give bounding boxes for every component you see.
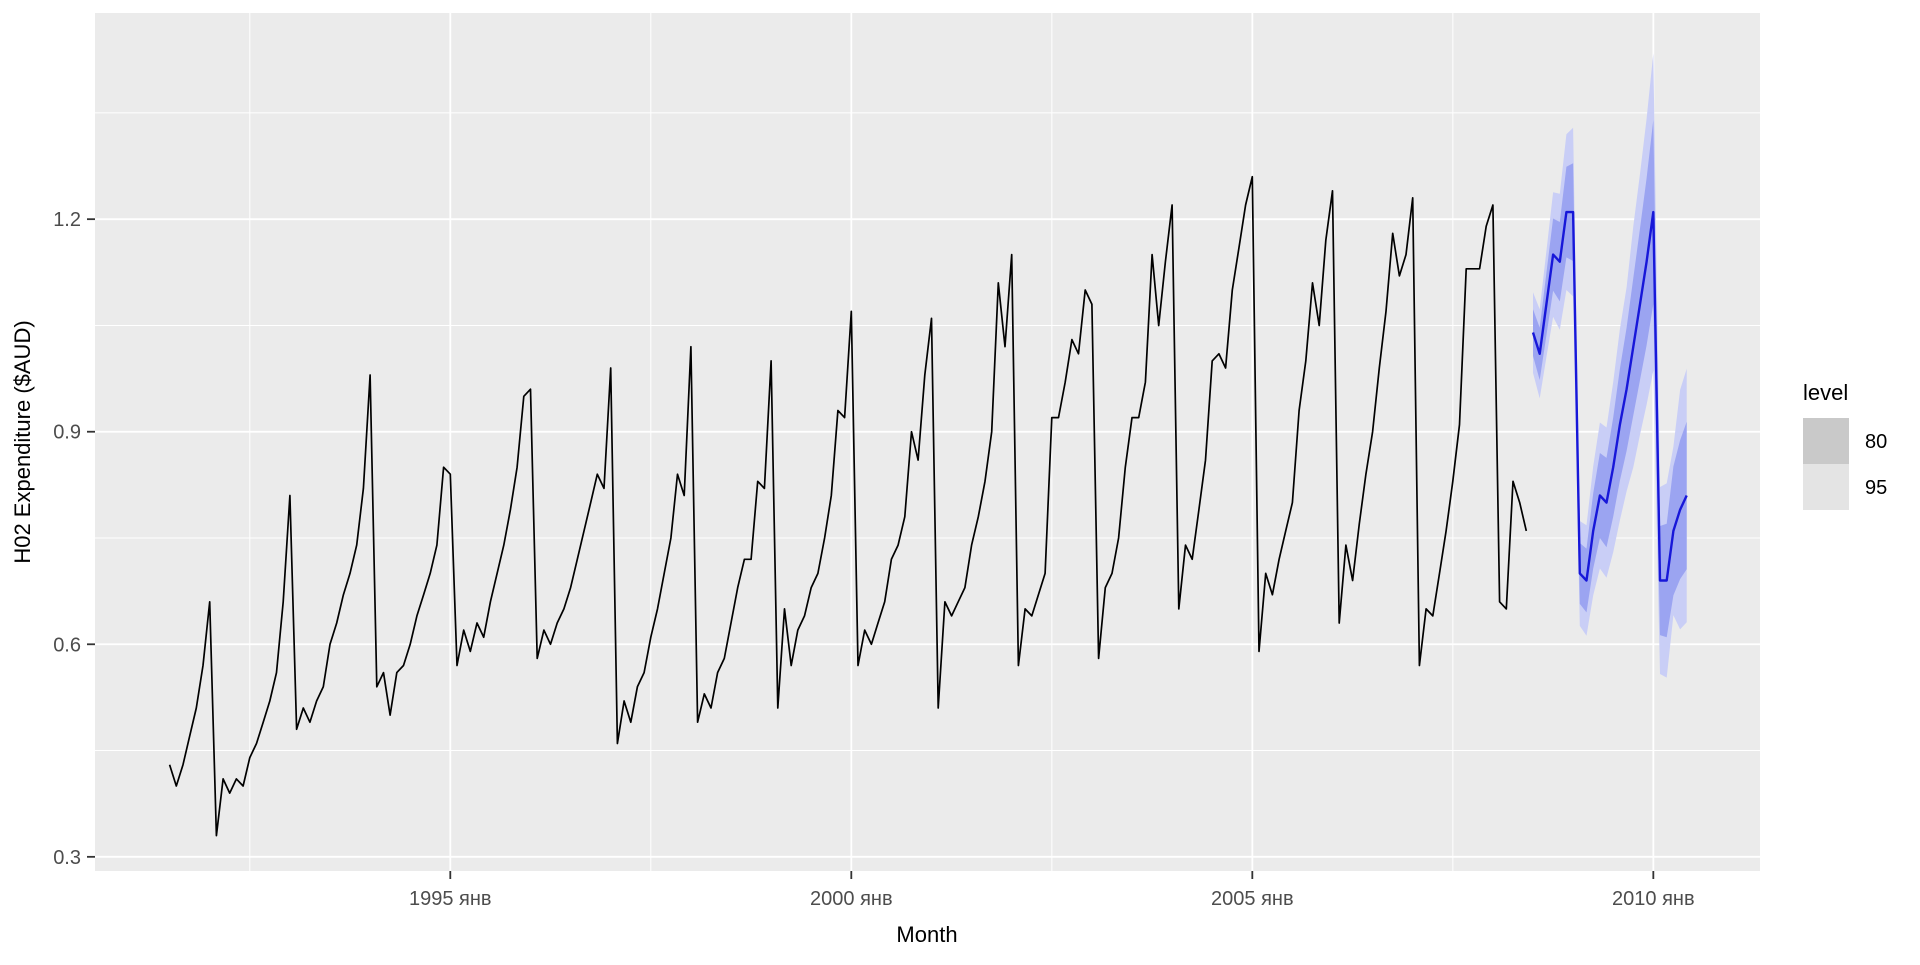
legend: level 80 95 [1803, 380, 1887, 510]
axis-tick-labels: 1995 янв 2000 янв 2005 янв 2010 янв 0.3 0.6 0.… [53, 209, 1694, 910]
legend-key-95 [1803, 464, 1849, 510]
history-line [168, 175, 1528, 837]
x-tick-label: 2005 янв [1211, 888, 1294, 910]
x-tick-label: 2010 янв [1612, 888, 1695, 910]
legend-key-80 [1803, 418, 1849, 464]
y-tick-label: 0.6 [53, 634, 81, 656]
forecast-line [1531, 210, 1688, 582]
x-tick-label: 1995 янв [409, 888, 492, 910]
legend-title: level [1803, 380, 1848, 405]
legend-label-80: 80 [1865, 431, 1887, 453]
axis-ticks [87, 218, 1655, 879]
series-lines [168, 175, 1688, 837]
x-tick-label: 2000 янв [810, 888, 893, 910]
legend-label-95: 95 [1865, 477, 1887, 499]
y-tick-label: 0.9 [53, 422, 81, 444]
plot-panel [95, 13, 1760, 871]
x-axis-title: Month [896, 922, 957, 947]
gridlines-minor [95, 13, 1760, 871]
y-tick-label: 0.3 [53, 847, 81, 869]
y-axis-title: H02 Expenditure ($AUD) [10, 320, 35, 563]
y-tick-label: 1.2 [53, 209, 81, 231]
legend-keys: 80 95 [1803, 418, 1887, 510]
